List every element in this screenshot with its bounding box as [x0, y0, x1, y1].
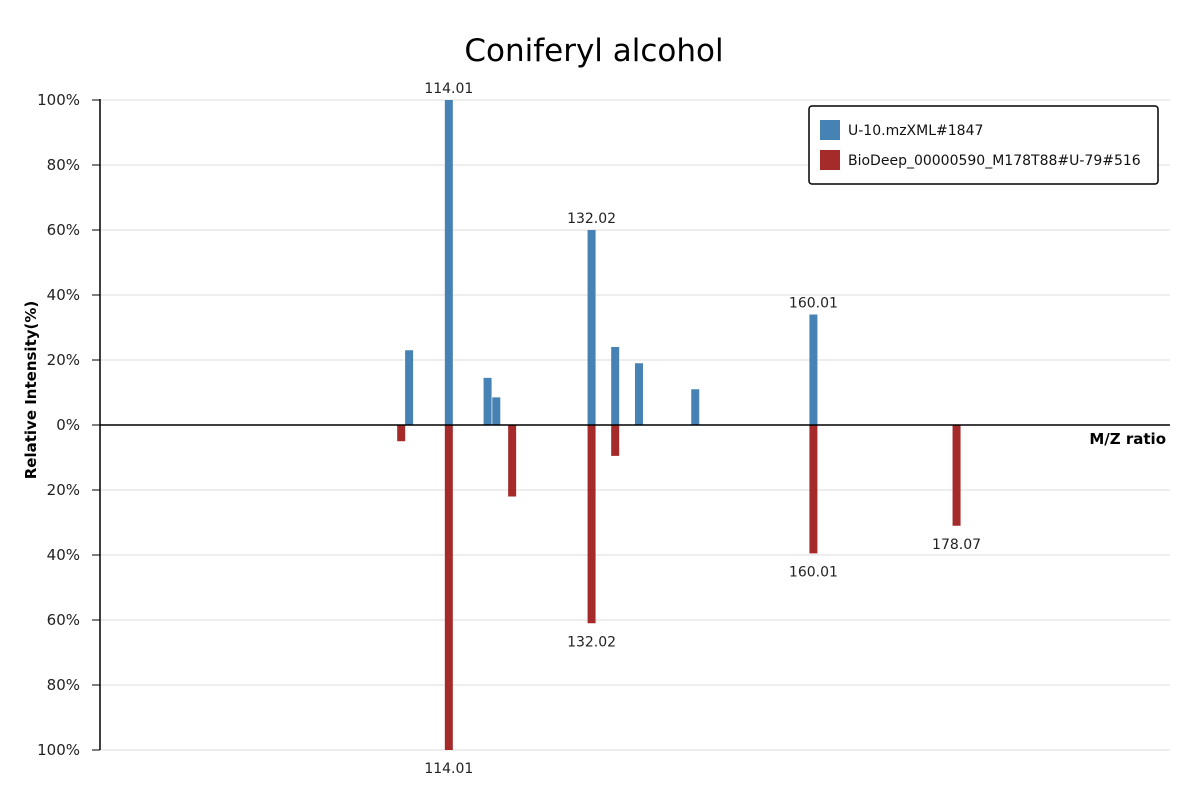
- query-peak-bar: [492, 397, 501, 425]
- y-tick-labels: 100% 80% 60% 40% 20% 0% 20% 40% 60% 80% 100%: [37, 91, 80, 759]
- reference-peak-bar: [397, 425, 406, 442]
- gridlines: [92, 99, 1170, 751]
- y-tick-label: 60%: [47, 611, 80, 629]
- reference-peak-label: 160.01: [789, 564, 838, 580]
- legend: U-10.mzXML#1847 BioDeep_00000590_M178T88…: [808, 105, 1159, 185]
- reference-peak-label: 114.01: [424, 761, 473, 777]
- chart-title: Coniferyl alcohol: [464, 33, 723, 69]
- y-tick-label: 0%: [56, 416, 80, 434]
- reference-peak-bar: [587, 425, 596, 624]
- legend-swatch-biodeep: [820, 150, 840, 170]
- query-peak-label: 114.01: [424, 81, 473, 97]
- y-tick-label: 20%: [47, 351, 80, 369]
- query-peak-bar: [634, 363, 643, 425]
- legend-swatch-u10: [820, 120, 840, 140]
- bars: [397, 100, 961, 750]
- axes: [99, 99, 1170, 750]
- query-peak-bar: [444, 100, 453, 425]
- y-tick-label: 40%: [47, 546, 80, 564]
- reference-peak-bar: [444, 425, 453, 750]
- y-tick-label: 80%: [47, 676, 80, 694]
- reference-peak-label: 178.07: [932, 537, 981, 553]
- query-peak-bar: [587, 230, 596, 425]
- reference-peak-bar: [952, 425, 961, 526]
- legend-box: [808, 105, 1159, 185]
- legend-label-biodeep: BioDeep_00000590_M178T88#U-79#516: [848, 153, 1141, 169]
- query-peak-bar: [611, 347, 620, 425]
- y-tick-label: 100%: [37, 91, 80, 109]
- y-tick-label: 20%: [47, 481, 80, 499]
- peak-labels: 114.01 132.02 160.01 114.01 132.02 160.01 178.…: [424, 81, 981, 777]
- query-peak-bar: [691, 389, 700, 425]
- query-peak-label: 132.02: [567, 211, 616, 227]
- y-tick-label: 60%: [47, 221, 80, 239]
- legend-label-u10: U-10.mzXML#1847: [848, 123, 983, 139]
- query-peak-bar: [405, 350, 414, 425]
- y-axis-title: Relative Intensity(%): [22, 301, 40, 480]
- y-tick-label: 80%: [47, 156, 80, 174]
- query-peak-bar: [809, 314, 818, 425]
- query-peak-bar: [483, 377, 492, 425]
- reference-peak-bar: [611, 425, 620, 456]
- reference-peak-label: 132.02: [567, 634, 616, 650]
- reference-peak-bar: [809, 425, 818, 554]
- y-tick-label: 40%: [47, 286, 80, 304]
- x-axis-title: M/Z ratio: [1089, 430, 1166, 448]
- y-tick-label: 100%: [37, 741, 80, 759]
- query-peak-label: 160.01: [789, 296, 838, 312]
- reference-peak-bar: [508, 425, 517, 497]
